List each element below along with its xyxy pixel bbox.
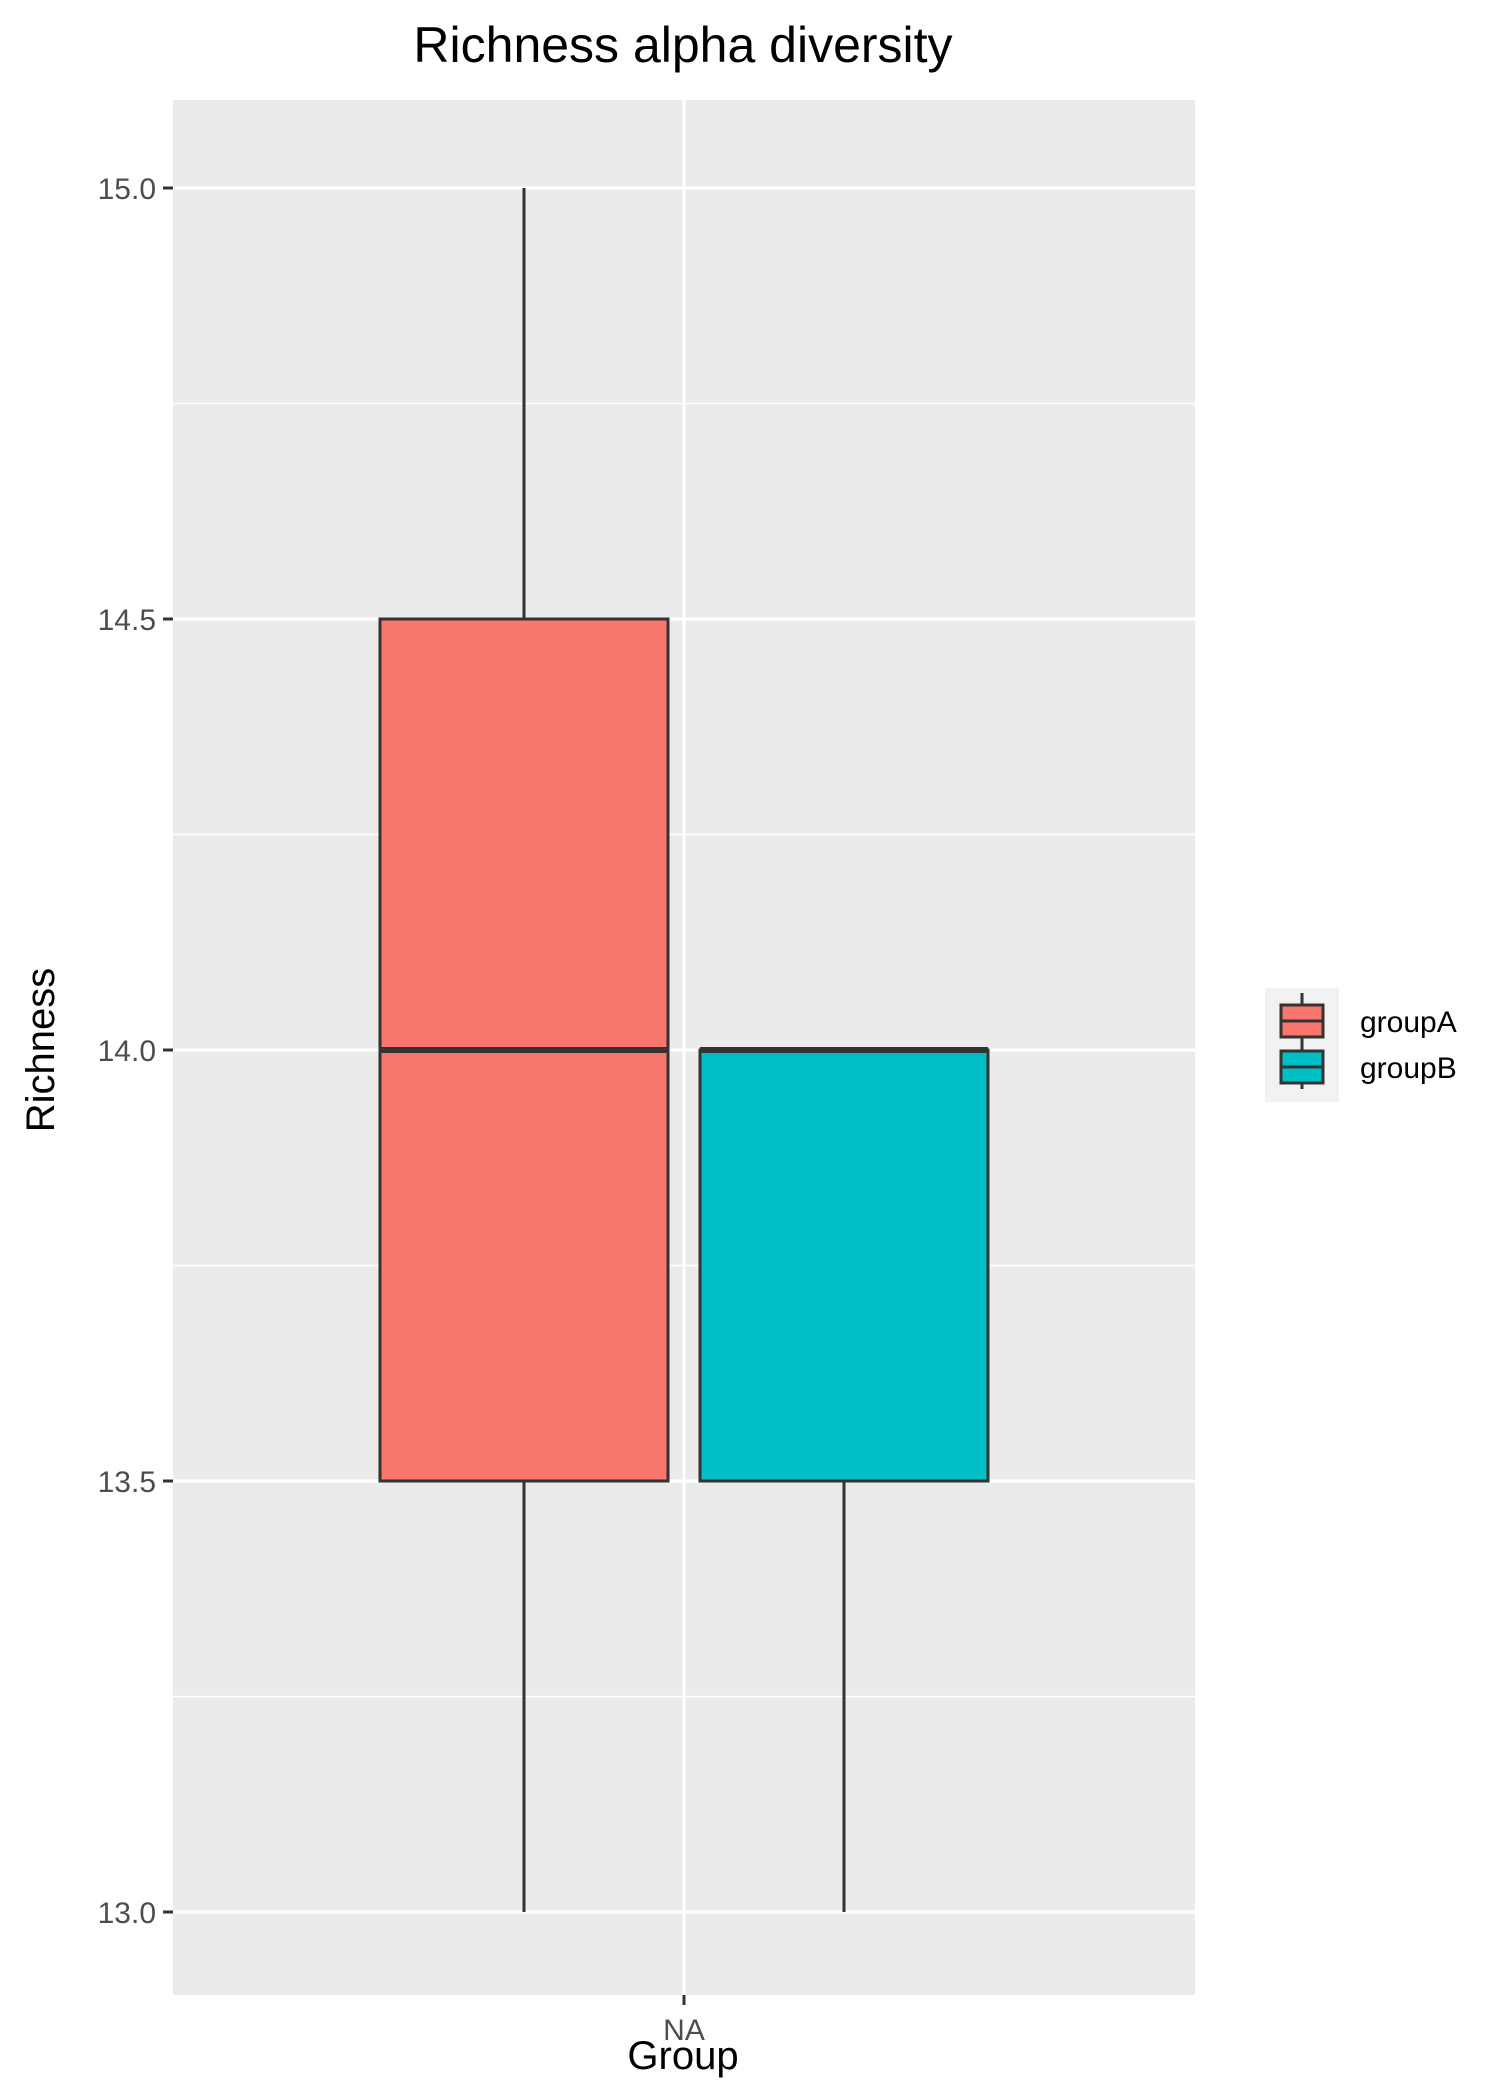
legend-item-groupB: groupB xyxy=(1279,1039,1457,1089)
x-axis: NA xyxy=(663,1995,705,2047)
y-tick-label: 13.0 xyxy=(98,1897,156,1930)
y-tick-label: 15.0 xyxy=(98,173,156,206)
box-iqr xyxy=(698,1048,990,1483)
y-tick-label: 14.0 xyxy=(98,1035,156,1068)
x-tick-label: NA xyxy=(663,2014,705,2047)
x-axis-title: Group xyxy=(627,2034,738,2078)
chart-title: Richness alpha diversity xyxy=(413,17,952,73)
box-groupA xyxy=(378,188,670,1912)
legend-item-groupA: groupA xyxy=(1279,993,1457,1043)
legend-label: groupA xyxy=(1360,1006,1457,1039)
grid-layer xyxy=(173,100,1195,1995)
y-axis: 13.0 13.5 14.0 14.5 15.0 xyxy=(98,173,173,1930)
box-layer xyxy=(378,188,990,1912)
legend-label: groupB xyxy=(1360,1052,1457,1085)
y-tick-label: 14.5 xyxy=(98,604,156,637)
y-tick-label: 13.5 xyxy=(98,1466,156,1499)
legend: groupA groupB xyxy=(1265,988,1457,1102)
box-groupB xyxy=(698,1047,990,1912)
y-axis-title: Richness xyxy=(19,968,63,1133)
